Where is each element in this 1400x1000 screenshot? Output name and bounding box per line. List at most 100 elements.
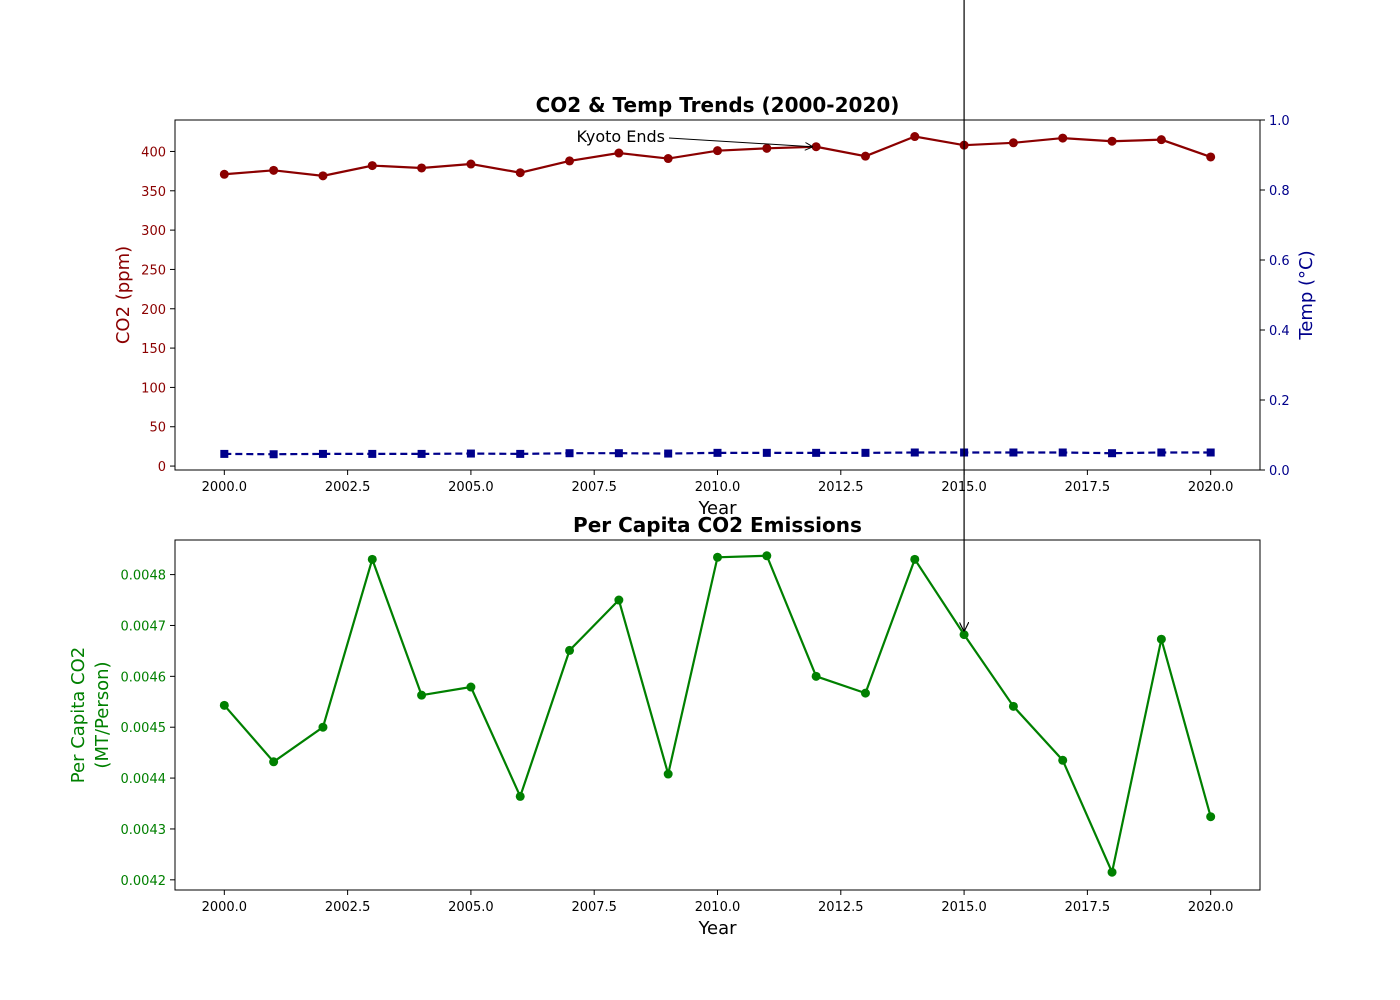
temp-point (466, 449, 475, 458)
top-x-axis-label: Year (697, 498, 737, 519)
top-y-tick-label: 400 (141, 145, 166, 160)
per-capita-point (1107, 867, 1117, 877)
co2-point (367, 161, 377, 171)
bottom-chart-title: Per Capita CO2 Emissions (573, 513, 862, 537)
temp-point (1206, 448, 1215, 457)
top-y2-tick-label: 0.2 (1269, 394, 1290, 409)
per-capita-point (269, 757, 279, 767)
top-x-tick-label: 2012.5 (818, 480, 864, 495)
top-y-tick-label: 150 (141, 342, 166, 357)
temp-point (762, 448, 771, 457)
per-capita-point (910, 554, 920, 564)
temp-point (318, 449, 327, 458)
per-capita-point (417, 690, 427, 700)
per-capita-point (565, 645, 575, 655)
temp-point (220, 449, 229, 458)
top-y-tick-label: 50 (149, 421, 166, 436)
bottom-y-tick-label: 0.0044 (121, 772, 167, 787)
bottom-y-axis-label-line2: (MT/Person) (92, 661, 113, 768)
temp-point (1108, 449, 1117, 458)
co2-point (614, 148, 624, 158)
per-capita-point (515, 791, 525, 801)
co2-point (1008, 138, 1018, 148)
per-capita-point (367, 554, 377, 564)
bottom-x-tick-label: 2015.0 (941, 900, 987, 915)
top-y-tick-label: 350 (141, 185, 166, 200)
bottom-y-tick-label: 0.0048 (121, 569, 167, 584)
per-capita-point (1206, 812, 1216, 822)
top-x-tick-label: 2000.0 (202, 480, 248, 495)
top-y-tick-label: 200 (141, 303, 166, 318)
co2-point (811, 142, 821, 152)
per-capita-point (1156, 634, 1166, 644)
per-capita-point (959, 630, 969, 640)
top-y2-tick-label: 0.0 (1269, 464, 1290, 479)
bottom-x-tick-label: 2017.5 (1065, 900, 1111, 915)
per-capita-point (663, 769, 673, 779)
bottom-x-tick-label: 2000.0 (202, 900, 248, 915)
temp-point (368, 449, 377, 458)
top-y-tick-label: 0 (158, 460, 166, 475)
co2-point (762, 143, 772, 153)
top-x-tick-label: 2017.5 (1065, 480, 1111, 495)
per-capita-point (219, 700, 229, 710)
top-y2-tick-label: 0.8 (1269, 184, 1290, 199)
per-capita-point (762, 551, 772, 561)
bottom-x-tick-label: 2002.5 (325, 900, 371, 915)
co2-point (1058, 133, 1068, 143)
top-y-tick-label: 250 (141, 263, 166, 278)
co2-point (663, 154, 673, 164)
top-chart-title: CO2 & Temp Trends (2000-2020) (536, 93, 900, 117)
per-capita-point (1058, 755, 1068, 765)
temp-point (664, 449, 673, 458)
top-x-tick-label: 2002.5 (325, 480, 371, 495)
co2-point (860, 151, 870, 161)
bottom-x-tick-label: 2005.0 (448, 900, 494, 915)
top-y2-axis-label: Temp (°C) (1296, 250, 1317, 340)
per-capita-series-line (223, 554, 1212, 876)
bottom-y-tick-label: 0.0045 (121, 721, 167, 736)
bottom-x-tick-label: 2012.5 (818, 900, 864, 915)
bottom-x-tick-label: 2020.0 (1188, 900, 1234, 915)
kyoto-annotation-arrow (668, 137, 812, 147)
co2-point (466, 159, 476, 169)
per-capita-point (614, 595, 624, 605)
per-capita-point (466, 682, 476, 692)
temp-point (417, 449, 426, 458)
temp-point (1157, 448, 1166, 457)
co2-point (713, 146, 722, 156)
co2-point (515, 168, 525, 178)
co2-point (318, 171, 328, 181)
top-y2-tick-label: 0.6 (1269, 254, 1290, 269)
co2-point (219, 169, 229, 179)
temp-point (516, 449, 525, 458)
bottom-y-tick-label: 0.0046 (121, 670, 167, 685)
bottom-y-tick-label: 0.0043 (121, 823, 167, 838)
temp-point (1009, 448, 1018, 457)
top-y2-tick-label: 1.0 (1269, 114, 1290, 129)
top-y2-tick-label: 0.4 (1269, 324, 1290, 339)
top-x-tick-label: 2007.5 (571, 480, 617, 495)
per-capita-point (811, 671, 821, 681)
top-y-tick-label: 100 (141, 381, 166, 396)
temp-point (269, 450, 278, 459)
temp-point (861, 448, 870, 457)
bottom-x-tick-label: 2010.0 (695, 900, 741, 915)
temp-point (910, 448, 919, 457)
top-y-tick-label: 300 (141, 224, 166, 239)
temp-point (713, 448, 722, 457)
temp-point (812, 448, 821, 457)
co2-point (269, 165, 279, 175)
temp-point (1058, 448, 1067, 457)
co2-point (1156, 135, 1166, 145)
top-x-tick-label: 2010.0 (695, 480, 741, 495)
top-y-axis-label: CO2 (ppm) (113, 246, 134, 344)
co2-point (1107, 136, 1117, 146)
co2-point (417, 163, 427, 173)
co2-point (565, 156, 575, 166)
kyoto-annotation-label: Kyoto Ends (577, 127, 665, 146)
per-capita-point (860, 688, 870, 698)
per-capita-point (713, 552, 722, 562)
bottom-x-tick-label: 2007.5 (571, 900, 617, 915)
